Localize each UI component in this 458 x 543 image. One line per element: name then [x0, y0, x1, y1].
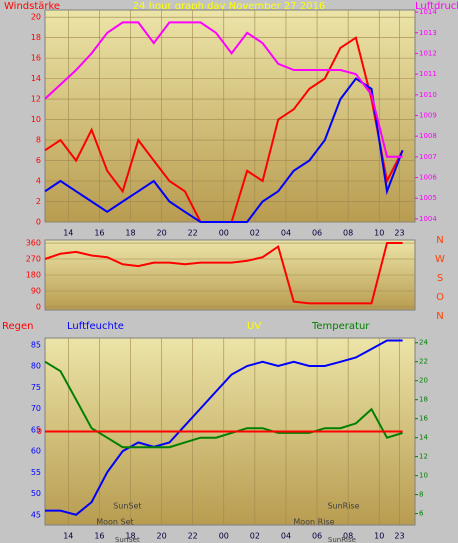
- y-tick-label: 0: [36, 218, 41, 227]
- direction-label: O: [436, 292, 444, 303]
- y2-tick-label: 1011: [419, 70, 437, 78]
- x-annotation: SunRise: [328, 536, 356, 543]
- y2-tick-label: 1014: [419, 8, 437, 16]
- y-tick-label: 8: [36, 136, 41, 145]
- y2-tick-label: 6: [419, 510, 424, 518]
- y-tick-label: 50: [31, 489, 41, 498]
- y2-tick-label: 14: [419, 434, 428, 442]
- temperature-label: Temperatur: [311, 321, 370, 332]
- y-tick-label: 2: [36, 197, 41, 206]
- y2-tick-label: 10: [419, 472, 428, 480]
- x-tick-label: 22: [188, 532, 198, 541]
- y-tick-label: 70: [31, 404, 41, 413]
- y2-tick-label: 16: [419, 415, 428, 423]
- y-tick-label: 0: [36, 302, 41, 311]
- y-tick-label: 65: [31, 425, 41, 434]
- x-tick-label: 04: [281, 229, 291, 238]
- rain-tick-label: 0: [37, 427, 42, 436]
- x-tick-label: 00: [219, 532, 229, 541]
- direction-label: N: [436, 311, 443, 322]
- y-tick-label: 12: [31, 95, 41, 104]
- series-line: [44, 77, 404, 223]
- y-tick-label: 45: [31, 510, 41, 519]
- direction-label: S: [437, 273, 443, 284]
- y-tick-label: 20: [31, 13, 41, 22]
- x-tick-label: 00: [219, 229, 229, 238]
- uv-label: UV: [247, 321, 261, 332]
- y-tick-label: 270: [26, 255, 41, 264]
- y2-tick-label: 1004: [419, 215, 437, 223]
- y-tick-label: 360: [26, 239, 41, 248]
- wind-label: Windstärke: [4, 1, 60, 12]
- y2-tick-label: 1006: [419, 174, 437, 182]
- pressure-label: Luftdruck: [415, 1, 458, 12]
- y-tick-label: 180: [26, 271, 41, 280]
- y-tick-label: 85: [31, 340, 41, 349]
- y2-tick-label: 1012: [419, 49, 437, 57]
- y2-tick-label: 1005: [419, 194, 437, 202]
- annotation: SunRise: [327, 502, 359, 511]
- x-tick-label: 06: [312, 229, 322, 238]
- title: 24 hour graph day November 27 2016: [133, 1, 326, 12]
- y2-tick-label: 1010: [419, 91, 437, 99]
- y-tick-label: 90: [31, 286, 41, 295]
- direction-label: W: [435, 254, 445, 265]
- x-tick-label: 10: [374, 532, 384, 541]
- annotation: SunSet: [113, 502, 141, 511]
- y-tick-label: 75: [31, 383, 41, 392]
- x-tick-label: 16: [94, 532, 104, 541]
- plot-area: [44, 9, 416, 223]
- series-line: [44, 21, 403, 158]
- x-tick-label: 14: [63, 229, 73, 238]
- y2-tick-label: 1009: [419, 111, 437, 119]
- y2-tick-label: 22: [419, 358, 428, 366]
- x-tick-label: 20: [157, 229, 167, 238]
- y2-tick-label: 8: [419, 491, 423, 499]
- x-tick-label: 08: [343, 229, 353, 238]
- x-tick-label: 22: [188, 229, 198, 238]
- y-tick-label: 18: [31, 33, 41, 42]
- y2-tick-label: 18: [419, 396, 428, 404]
- rain-label: Regen: [2, 321, 34, 332]
- x-tick-label: 16: [94, 229, 104, 238]
- y2-tick-label: 24: [419, 339, 428, 347]
- annotation: Moon Set: [96, 518, 133, 527]
- x-tick-label: 02: [250, 532, 260, 541]
- series-line: [45, 339, 403, 516]
- y-tick-label: 6: [36, 156, 41, 165]
- x-tick-label: 23: [394, 532, 404, 541]
- series-line: [44, 360, 403, 449]
- x-tick-label: 18: [125, 229, 135, 238]
- x-annotation: SunSet: [115, 536, 140, 543]
- y2-tick-label: 1007: [419, 153, 437, 161]
- y2-tick-label: 1008: [419, 132, 437, 140]
- x-tick-label: 14: [63, 532, 73, 541]
- direction-label: N: [436, 235, 443, 246]
- x-tick-label: 06: [312, 532, 322, 541]
- y2-tick-label: 12: [419, 453, 428, 461]
- y2-tick-label: 1013: [419, 29, 437, 37]
- y-tick-label: 10: [31, 115, 41, 124]
- x-tick-label: 04: [281, 532, 291, 541]
- x-tick-label: 18: [125, 532, 135, 541]
- x-tick-label: 08: [343, 532, 353, 541]
- y-tick-label: 4: [36, 177, 41, 186]
- annotation: Moon Rise: [293, 518, 334, 527]
- humidity-label: Luftfeuchte: [67, 321, 124, 332]
- series-line: [44, 242, 403, 305]
- y-tick-label: 55: [31, 468, 41, 477]
- y-tick-label: 14: [31, 74, 41, 83]
- x-tick-label: 20: [157, 532, 167, 541]
- y-tick-label: 80: [31, 362, 41, 371]
- y2-tick-label: 20: [419, 377, 428, 385]
- y-tick-label: 60: [31, 447, 41, 456]
- x-tick-label: 02: [250, 229, 260, 238]
- x-tick-label: 23: [394, 229, 404, 238]
- y-tick-label: 16: [31, 54, 41, 63]
- x-tick-label: 10: [374, 229, 384, 238]
